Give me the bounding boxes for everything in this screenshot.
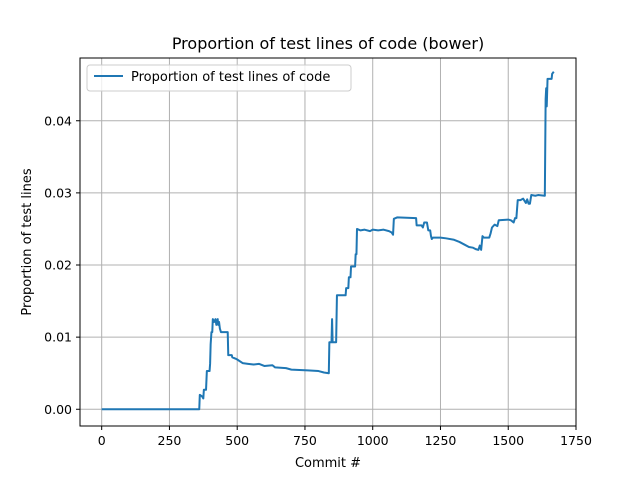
x-tick-label: 1750 [560,433,592,448]
x-tick-label: 0 [98,433,106,448]
y-tick-label: 0.02 [44,258,72,273]
y-tick-label: 0.04 [44,113,72,128]
x-tick-label: 500 [225,433,249,448]
x-tick-label: 250 [158,433,182,448]
plot-frame [79,57,577,427]
x-tick-label: 1250 [425,433,457,448]
x-axis-label: Commit # [295,456,361,471]
y-tick-label: 0.00 [44,402,72,417]
x-tick-label: 1000 [357,433,389,448]
y-axis-label: Proportion of test lines [20,168,35,315]
series-lines [101,71,555,411]
legend-box [86,64,352,92]
legend-label: Proportion of test lines of code [131,70,330,85]
axis-ticks: 0 250 500 750 1000 1250 1500 1750 0.00 0.01 0.02 0.… [44,113,592,448]
series-line [101,71,555,411]
y-tick-label: 0.03 [44,185,72,200]
y-tick-label: 0.01 [44,330,72,345]
chart-title: Proportion of test lines of code (bower) [172,34,484,53]
x-tick-label: 750 [293,433,317,448]
x-tick-label: 1500 [492,433,524,448]
legend: Proportion of test lines of code [86,64,352,92]
